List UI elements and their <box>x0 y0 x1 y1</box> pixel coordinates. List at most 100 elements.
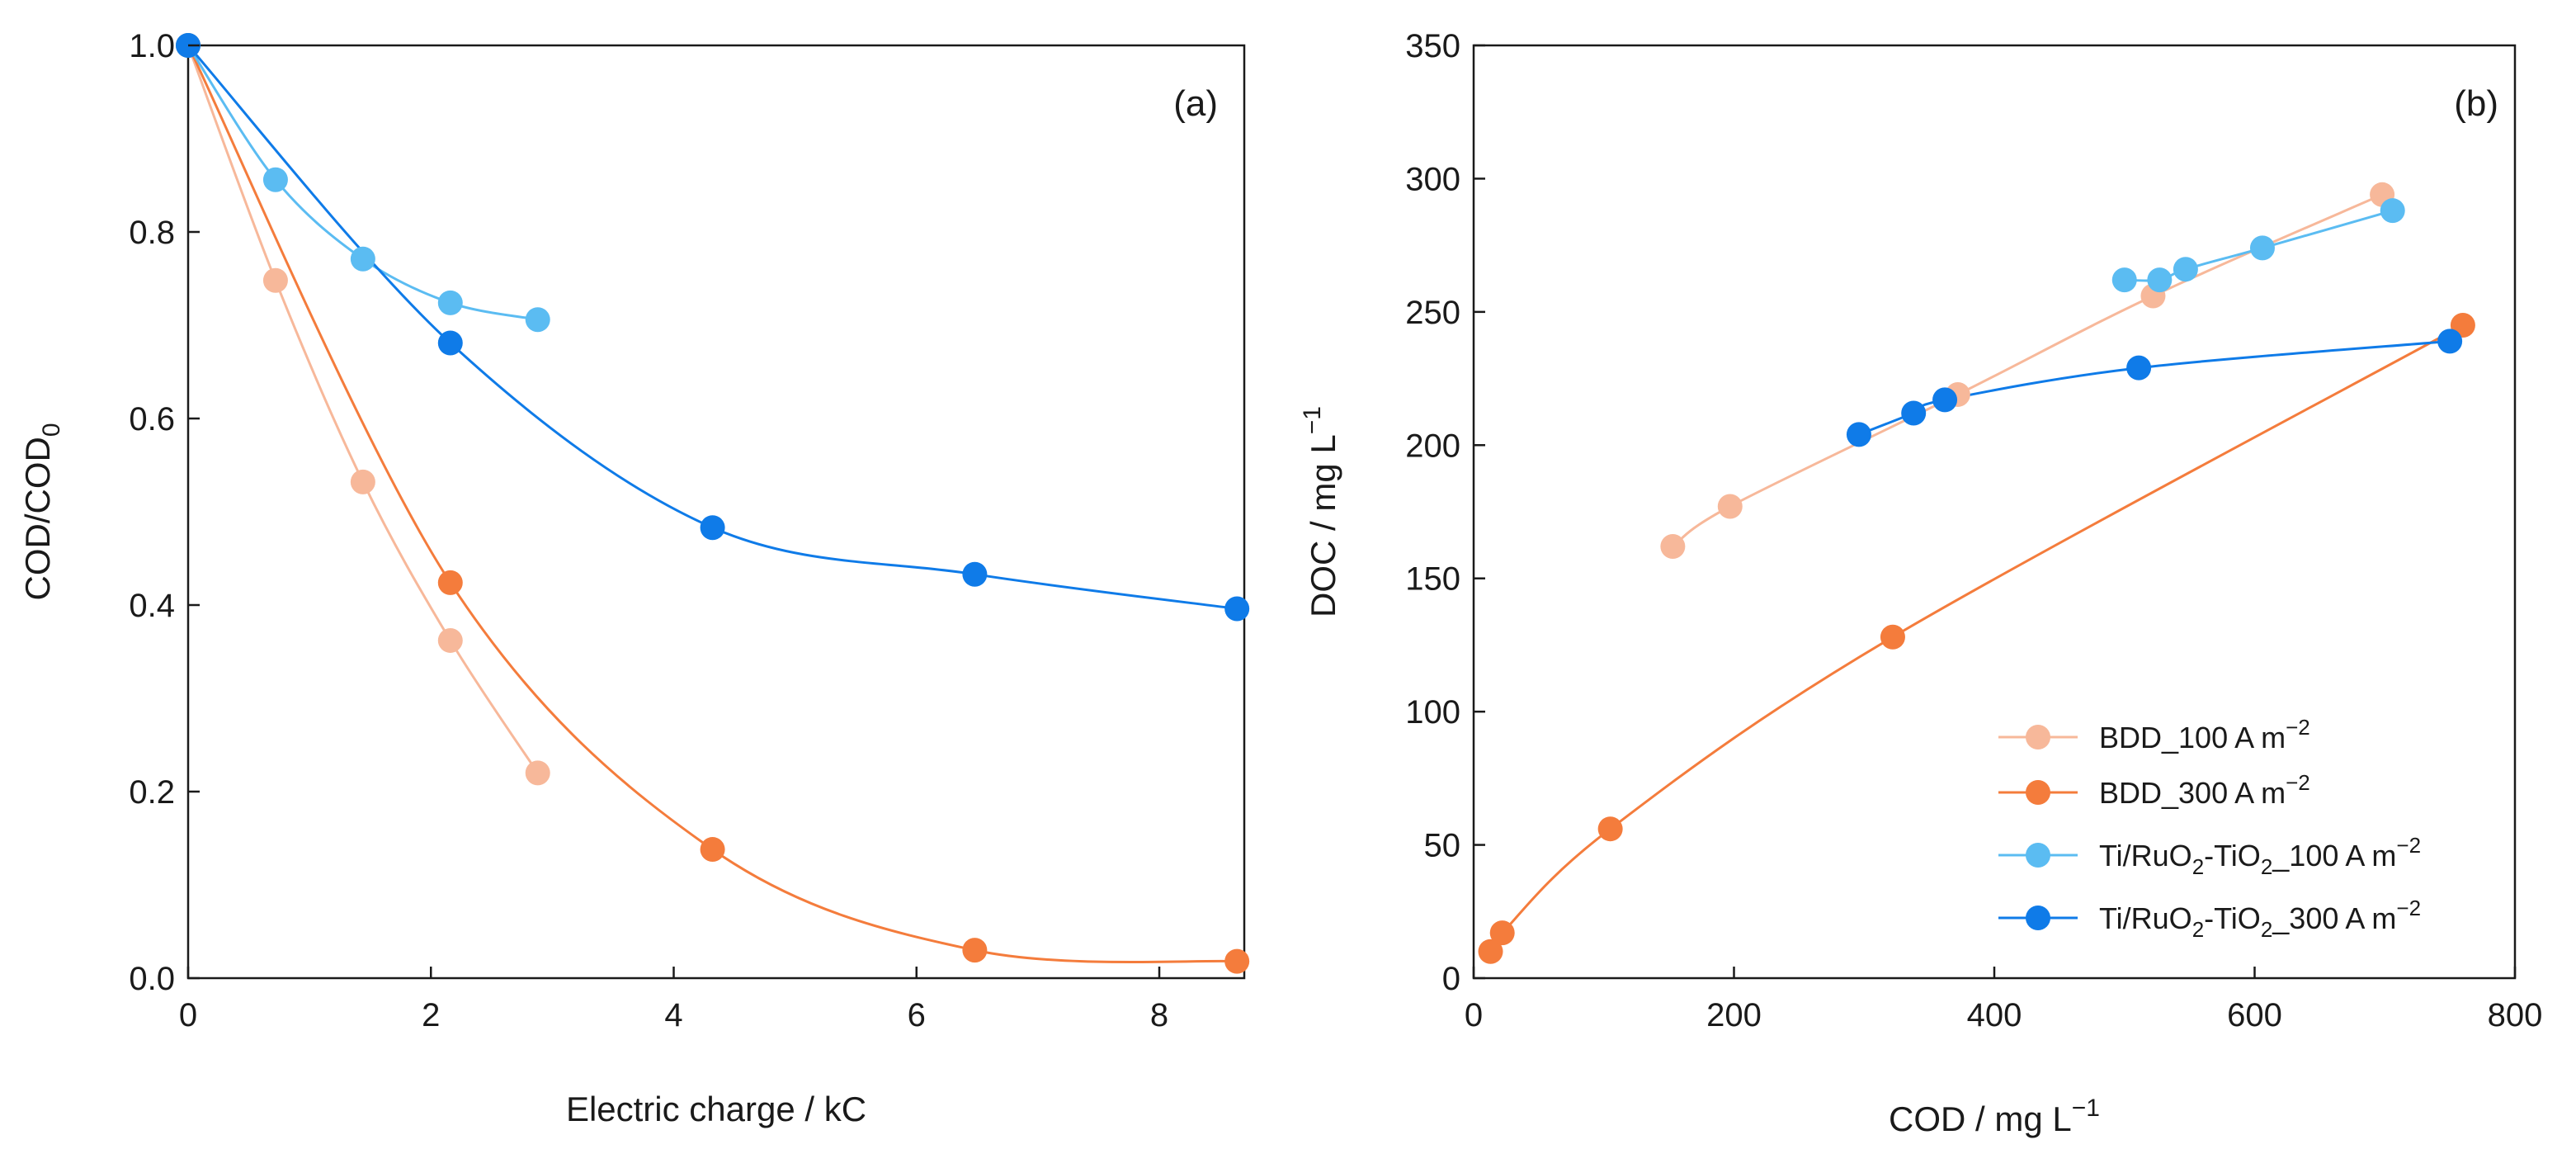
data-point-b-ti-100-0 <box>2111 267 2137 293</box>
legend-text-ti-100-c: _100 A m <box>2272 839 2396 872</box>
data-point-a-bdd-300-3 <box>962 938 988 963</box>
x-tick-label-b-0: 0 <box>1465 997 1483 1033</box>
legend-label-ti-300: Ti/RuO2-TiO2_300 A m−2 <box>2099 896 2421 942</box>
legend-marker-bdd-300 <box>2026 780 2050 805</box>
data-point-b-bdd-300-2 <box>1597 816 1623 842</box>
y-axis-title-a-main: COD/COD <box>18 437 57 600</box>
y-tick-label-b-4: 200 <box>1405 428 1460 464</box>
legend-sub-ti-300-a: 2 <box>2192 917 2204 942</box>
data-point-b-bdd-300-0 <box>1478 939 1503 964</box>
chart-panel-b: 0 200 400 600 800 0 50 100 150 200 250 300 350 (b) C… <box>1299 28 2542 1138</box>
y-axis-title-a-sub: 0 <box>38 423 65 437</box>
data-point-b-ti-100-4 <box>2380 198 2405 224</box>
chart-panel-a: 0 2 4 6 8 0.0 0.2 0.4 0.6 0.8 1.0 (a) Electric cha… <box>18 28 1250 1128</box>
y-tick-label-a-5: 1.0 <box>129 28 175 64</box>
data-point-b-bdd-100-1 <box>1717 494 1743 519</box>
x-tick-label-b-4: 800 <box>2488 997 2543 1033</box>
legend-text-ti-300-b: -TiO <box>2204 901 2261 935</box>
data-point-b-bdd-100-0 <box>1660 533 1686 559</box>
legend-sup-ti-100: −2 <box>2396 833 2421 858</box>
x-tick-label-a-0: 0 <box>179 997 197 1033</box>
legend-marker-bdd-100 <box>2026 725 2050 750</box>
y-tick-label-b-6: 300 <box>1405 161 1460 197</box>
x-tick-label-b-2: 400 <box>1967 997 2022 1033</box>
data-point-a-bdd-100-1 <box>262 267 288 293</box>
legend-text-ti-300-a: Ti/RuO <box>2099 901 2192 935</box>
y-tick-label-a-3: 0.6 <box>129 401 175 437</box>
series-layer-b <box>1478 182 2475 964</box>
legend-label-bdd-100: BDD_100 A m−2 <box>2099 715 2310 754</box>
legend-sup-bdd-100: −2 <box>2286 715 2310 740</box>
data-point-b-ti-100-3 <box>2249 235 2275 261</box>
y-axis-title-b: DOC / mg L−1 <box>1299 406 1342 617</box>
data-point-b-ti-300-2 <box>1932 387 1958 413</box>
y-tick-label-b-7: 350 <box>1405 28 1460 64</box>
x-tick-label-b-3: 600 <box>2227 997 2282 1033</box>
data-point-a-ti-100-1 <box>262 167 288 192</box>
data-point-a-ti-100-2 <box>350 246 375 272</box>
data-point-b-ti-100-2 <box>2173 257 2198 282</box>
y-axis-title-a: COD/COD0 <box>18 423 65 600</box>
legend-item-bdd-100: BDD_100 A m−2 <box>1998 715 2310 754</box>
legend-sup-ti-300: −2 <box>2396 896 2421 920</box>
y-tick-label-a-4: 0.8 <box>129 215 175 251</box>
y-axis-title-b-main: DOC / mg L <box>1304 434 1342 617</box>
legend-sub-ti-100-a: 2 <box>2192 854 2204 879</box>
legend-sup-bdd-300: −2 <box>2286 770 2310 795</box>
x-axis-title-b-sup: −1 <box>2072 1095 2100 1122</box>
data-point-a-ti-300-4 <box>1224 596 1250 622</box>
series-line-a-bdd-300 <box>186 45 1238 964</box>
data-point-b-bdd-300-3 <box>1880 624 1905 650</box>
legend-text-ti-300-c: _300 A m <box>2272 901 2396 935</box>
legend-text-bdd-100: BDD_100 A m <box>2099 721 2286 754</box>
x-axis-title-b: COD / mg L−1 <box>1889 1095 2100 1138</box>
series-layer-a <box>176 33 1250 974</box>
data-point-b-ti-300-0 <box>1846 422 1871 447</box>
series-line-b-bdd-100 <box>1672 193 2383 548</box>
data-point-b-ti-100-1 <box>2147 267 2173 293</box>
legend-text-ti-100-b: -TiO <box>2204 839 2261 872</box>
series-line-a-ti-300 <box>186 45 1238 610</box>
y-tick-label-b-1: 50 <box>1424 828 1461 864</box>
legend-item-ti-300: Ti/RuO2-TiO2_300 A m−2 <box>1998 896 2421 942</box>
tick-layer-b: 0 200 400 600 800 0 50 100 150 200 250 300 350 <box>1405 28 2542 1033</box>
legend-label-bdd-300: BDD_300 A m−2 <box>2099 770 2310 810</box>
panel-label-b: (b) <box>2454 83 2498 124</box>
data-point-a-bdd-100-2 <box>350 469 375 494</box>
x-tick-label-a-1: 2 <box>422 997 440 1033</box>
legend-text-bdd-300: BDD_300 A m <box>2099 776 2286 810</box>
y-tick-label-b-5: 250 <box>1405 295 1460 331</box>
y-tick-label-a-1: 0.2 <box>129 774 175 811</box>
plot-frame-a <box>186 44 1246 980</box>
legend-marker-ti-300 <box>2026 906 2050 930</box>
legend-sub-ti-100-b: 2 <box>2261 854 2272 879</box>
data-point-a-ti-100-4 <box>525 307 550 333</box>
y-tick-label-a-2: 0.4 <box>129 588 175 624</box>
legend-sub-ti-300-b: 2 <box>2261 917 2272 942</box>
data-point-a-ti-100-3 <box>437 290 463 315</box>
x-tick-label-a-2: 4 <box>664 997 682 1033</box>
legend-text-ti-100-a: Ti/RuO <box>2099 839 2192 872</box>
x-tick-label-a-4: 8 <box>1150 997 1168 1033</box>
data-point-b-ti-300-4 <box>2437 329 2463 354</box>
data-point-a-bdd-300-1 <box>437 570 463 595</box>
tick-layer-a: 0 2 4 6 8 0.0 0.2 0.4 0.6 0.8 1.0 <box>129 28 1168 1033</box>
legend-marker-ti-100 <box>2026 843 2050 868</box>
panel-label-a: (a) <box>1173 83 1218 124</box>
legend: BDD_100 A m−2 BDD_300 A m−2 Ti/RuO2-TiO2… <box>1998 715 2421 942</box>
x-axis-title-a: Electric charge / kC <box>566 1090 866 1128</box>
series-line-b-bdd-300 <box>1488 324 2464 953</box>
legend-item-ti-100: Ti/RuO2-TiO2_100 A m−2 <box>1998 833 2421 879</box>
data-point-b-ti-300-1 <box>1901 400 1927 426</box>
series-line-a-ti-100 <box>186 45 538 321</box>
y-tick-label-b-0: 0 <box>1442 961 1460 997</box>
y-axis-title-b-sup: −1 <box>1299 406 1326 434</box>
y-tick-label-b-2: 100 <box>1405 694 1460 731</box>
data-point-b-ti-300-3 <box>2126 355 2152 381</box>
x-axis-title-b-main: COD / mg L <box>1889 1099 2072 1138</box>
data-point-a-bdd-100-4 <box>525 760 550 786</box>
y-tick-label-a-0: 0.0 <box>129 961 175 997</box>
data-point-a-ti-300-3 <box>962 561 988 587</box>
data-point-b-bdd-300-1 <box>1489 920 1515 946</box>
